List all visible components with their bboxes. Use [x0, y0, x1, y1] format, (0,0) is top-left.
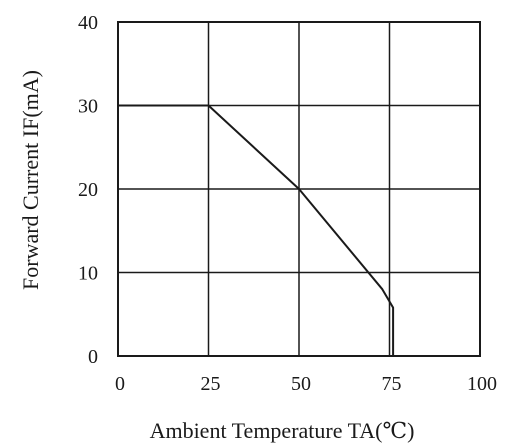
x-tick-label: 25 [201, 373, 221, 395]
y-tick-label: 30 [78, 96, 98, 118]
y-tick-label: 20 [78, 179, 98, 201]
x-axis-ticks: 0 25 50 75 100 [115, 373, 497, 395]
x-axis-title: Ambient Temperature TA(℃) [150, 418, 415, 443]
y-axis-title: Forward Current IF(mA) [18, 70, 43, 290]
y-axis-ticks: 0 10 20 30 40 [78, 12, 98, 368]
y-tick-label: 10 [78, 263, 98, 285]
x-tick-label: 100 [467, 373, 497, 395]
y-tick-label: 0 [88, 346, 98, 368]
y-tick-label: 40 [78, 12, 98, 34]
x-tick-label: 75 [382, 373, 402, 395]
x-tick-label: 50 [291, 373, 311, 395]
x-tick-label: 0 [115, 373, 125, 395]
series-layer [118, 104, 395, 356]
plot-frame [117, 21, 481, 357]
series-line-0 [118, 104, 395, 356]
